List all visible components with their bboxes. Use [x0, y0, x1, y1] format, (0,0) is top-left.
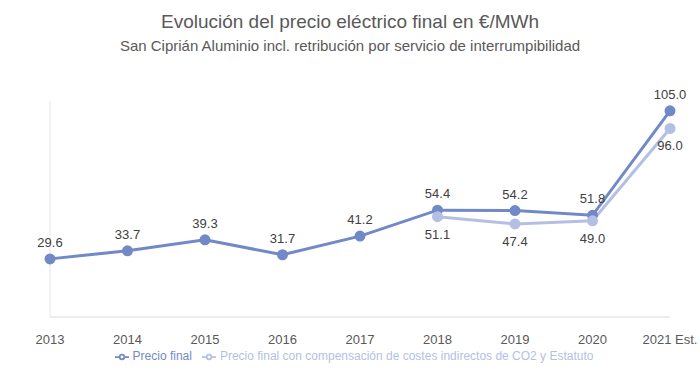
svg-text:33.7: 33.7: [115, 227, 140, 242]
html-text:Precio final: Precio final: [132, 349, 192, 363]
svg-text:2021 Est.: 2021 Est.: [643, 332, 692, 347]
html-text:San Ciprián Aluminio incl. ret: San Ciprián Aluminio incl. retribución p…: [119, 37, 581, 54]
svg-text:2013: 2013: [36, 332, 65, 347]
svg-text:29.6: 29.6: [37, 235, 62, 250]
svg-text:47.4: 47.4: [502, 234, 527, 249]
svg-text:2018: 2018: [423, 332, 452, 347]
svg-text:2016: 2016: [268, 332, 297, 347]
svg-text:39.3: 39.3: [192, 216, 217, 231]
svg-text:2019: 2019: [501, 332, 530, 347]
svg-text:2017: 2017: [346, 332, 375, 347]
svg-text:51.8: 51.8: [580, 191, 605, 206]
svg-text:2014: 2014: [113, 332, 142, 347]
html-text:Evolución del precio eléctrico: Evolución del precio eléctrico final en …: [161, 11, 539, 32]
svg-text:41.2: 41.2: [347, 212, 372, 227]
svg-text:105.0: 105.0: [654, 87, 687, 102]
html-text:Precio final con compensación: Precio final con compensación de costes …: [219, 349, 594, 363]
svg-text:54.4: 54.4: [425, 186, 450, 201]
svg-text:51.1: 51.1: [425, 227, 450, 242]
svg-text:2020: 2020: [578, 332, 607, 347]
svg-text:96.0: 96.0: [657, 138, 682, 153]
svg-text:31.7: 31.7: [270, 231, 295, 246]
svg-text:54.2: 54.2: [502, 187, 527, 202]
svg-text:49.0: 49.0: [580, 231, 605, 246]
svg-text:2015: 2015: [191, 332, 220, 347]
